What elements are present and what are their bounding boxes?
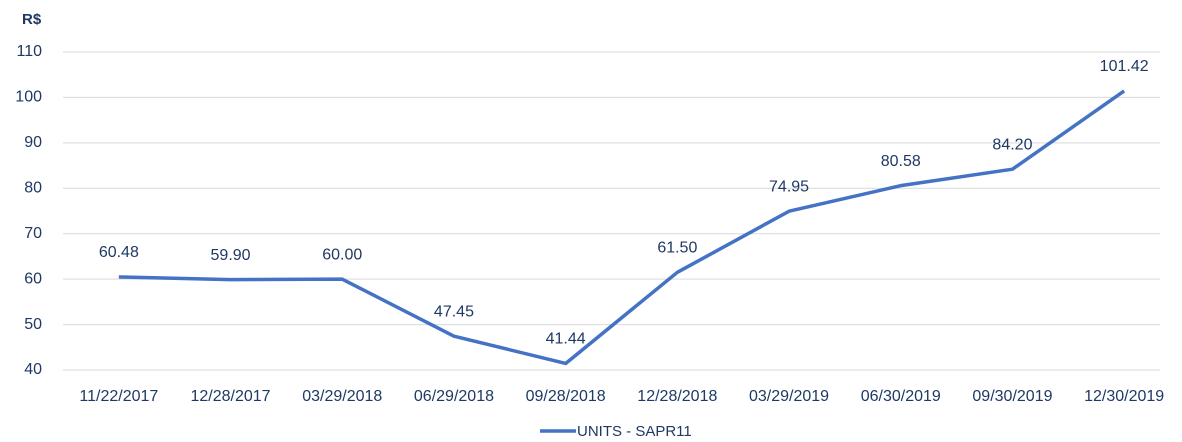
line xyxy=(118,89,1126,366)
data-label: 61.50 xyxy=(657,240,697,257)
data-label: 47.45 xyxy=(434,303,474,320)
x-tick-label: 09/28/2018 xyxy=(526,388,606,405)
x-tick-label: 06/29/2018 xyxy=(414,388,494,405)
x-tick-label: 03/29/2019 xyxy=(749,388,829,405)
data-label: 60.00 xyxy=(322,246,362,263)
y-tick-label: 110 xyxy=(16,43,42,60)
y-tick-label: 90 xyxy=(24,134,42,151)
data-label: 84.20 xyxy=(992,136,1032,153)
y-tick-label: 40 xyxy=(24,361,42,378)
y-axis-label: R$ xyxy=(22,11,42,28)
x-tick-label: 03/29/2018 xyxy=(302,388,382,405)
y-tick-label: 50 xyxy=(24,316,42,333)
x-tick-label: 12/28/2018 xyxy=(637,388,717,405)
x-tick-label: 06/30/2019 xyxy=(861,388,941,405)
data-label: 74.95 xyxy=(769,178,809,195)
y-tick-label: 100 xyxy=(15,89,42,106)
data-label: 101.42 xyxy=(1100,58,1149,75)
data-label: 80.58 xyxy=(881,153,921,170)
x-tick-label: 11/22/2017 xyxy=(79,388,158,405)
x-tick-label: 12/28/2017 xyxy=(191,388,271,405)
data-label: 59.90 xyxy=(211,247,251,264)
y-tick-label: 80 xyxy=(24,180,42,197)
data-label: 60.48 xyxy=(99,244,139,261)
y-tick-label: 60 xyxy=(24,270,42,287)
x-tick-label: 12/30/2019 xyxy=(1084,388,1164,405)
data-label: 41.44 xyxy=(546,331,586,348)
x-tick-label: 09/30/2019 xyxy=(972,388,1052,405)
legend-label: UNITS - SAPR11 xyxy=(577,423,692,440)
y-tick-label: 70 xyxy=(24,225,42,242)
